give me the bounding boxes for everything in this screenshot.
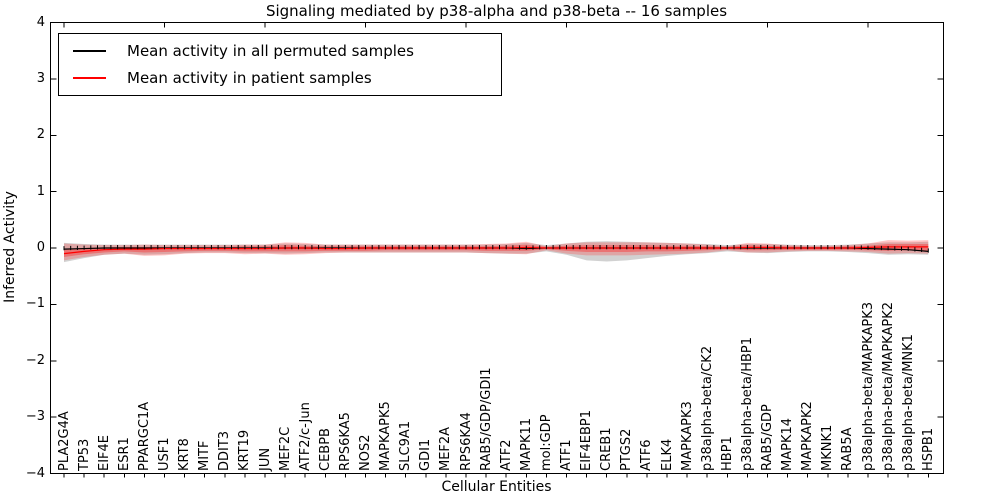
x-tick-label: ATF2 <box>498 439 514 471</box>
x-tick-label: MAPK14 <box>780 417 796 471</box>
legend-line-sample-black <box>73 50 106 53</box>
x-tick-label: GDI1 <box>418 438 434 471</box>
x-tick-label: KRT19 <box>237 429 253 471</box>
band-patient-samples-inner-band <box>64 244 929 258</box>
y-tick-label: 2 <box>36 127 45 143</box>
permuted-line-markers <box>63 245 929 253</box>
chart-title: Signaling mediated by p38-alpha and p38-… <box>265 2 728 20</box>
y-tick-label: −3 <box>25 409 45 425</box>
x-tick-label: MAPKAPK2 <box>800 401 816 471</box>
axis-ticks <box>50 22 944 478</box>
x-tick-label: MAPKAPK3 <box>679 401 695 471</box>
x-tick-label: p38alpha-beta/MNK1 <box>900 334 916 471</box>
band-permuted-samples-range <box>64 241 929 263</box>
x-tick-label: PPARGC1A <box>136 401 152 471</box>
y-tick-label: 0 <box>36 240 45 255</box>
legend-entry-label: Mean activity in all permuted samples <box>127 42 414 61</box>
x-tick-label: ELK4 <box>659 438 675 471</box>
x-tick-label: SLC9A1 <box>398 420 414 471</box>
x-tick-label: MITF <box>197 440 213 471</box>
x-tick-label: ATF6 <box>639 439 655 471</box>
x-tick-label: p38alpha-beta/MAPKAPK2 <box>880 302 896 471</box>
x-tick-label: mol:GDP <box>538 414 554 471</box>
x-tick-label: ESR1 <box>116 437 132 471</box>
x-tick-label: NOS2 <box>358 434 373 471</box>
legend-entry-patient: Mean activity in patient samples <box>73 66 501 90</box>
x-tick-label: ATF2/c-Jun <box>297 402 313 471</box>
x-tick-label: CREB1 <box>599 427 615 471</box>
x-tick-label: MEF2A <box>438 426 454 471</box>
x-tick-label: KRT8 <box>177 438 193 471</box>
x-tick-label: HSPB1 <box>920 427 936 471</box>
x-tick-label: p38alpha-beta/HBP1 <box>739 336 755 471</box>
x-tick-label: RPS6KA5 <box>337 412 353 471</box>
x-tick-label: MAPKAPK5 <box>378 401 394 471</box>
x-tick-label: PLA2G4A <box>56 411 72 471</box>
legend-entry-label: Mean activity in patient samples <box>127 68 372 87</box>
y-tick-label: 3 <box>36 70 45 86</box>
x-tick-label: USF1 <box>157 437 172 471</box>
legend: Mean activity in all permuted samples Me… <box>58 33 502 96</box>
y-tick-label: 4 <box>36 14 45 30</box>
x-tick-label: PTGS2 <box>619 428 635 471</box>
x-tick-label: ATF1 <box>559 439 574 471</box>
x-tick-label: TP53 <box>76 438 92 471</box>
band-patient-samples-outer-band <box>64 240 929 261</box>
y-tick-label: −4 <box>25 465 45 481</box>
y-tick-label: 1 <box>36 183 45 199</box>
series-line-patient <box>63 246 929 255</box>
x-tick-label: MAPK11 <box>518 417 534 471</box>
x-tick-label: RAB5/GDP <box>760 404 775 471</box>
x-tick-label: MKNK1 <box>820 424 836 471</box>
legend-entry-permuted: Mean activity in all permuted samples <box>73 39 501 63</box>
x-tick-label: JUN <box>257 447 273 471</box>
x-tick-label: DDIT3 <box>217 430 233 471</box>
x-tick-label: RAB5A <box>840 427 856 471</box>
x-tick-label: EIF4E <box>96 434 112 471</box>
x-axis-label: Cellular Entities <box>441 479 552 495</box>
x-tick-label: p38alpha-beta/CK2 <box>699 345 715 471</box>
x-tick-label: HBP1 <box>719 436 735 471</box>
x-tick-label: p38alpha-beta/MAPKAPK3 <box>860 302 876 471</box>
x-tick-label: EIF4EBP1 <box>579 409 595 471</box>
legend-line-sample-red <box>73 76 106 79</box>
x-tick-label: RAB5/GDP/GDI1 <box>478 367 494 471</box>
y-tick-label: −1 <box>25 296 45 312</box>
y-tick-label: −2 <box>25 352 45 368</box>
x-tick-label: RPS6KA4 <box>458 412 474 471</box>
x-tick-label: CEBPB <box>317 428 333 471</box>
x-tick-label: MEF2C <box>277 426 293 471</box>
